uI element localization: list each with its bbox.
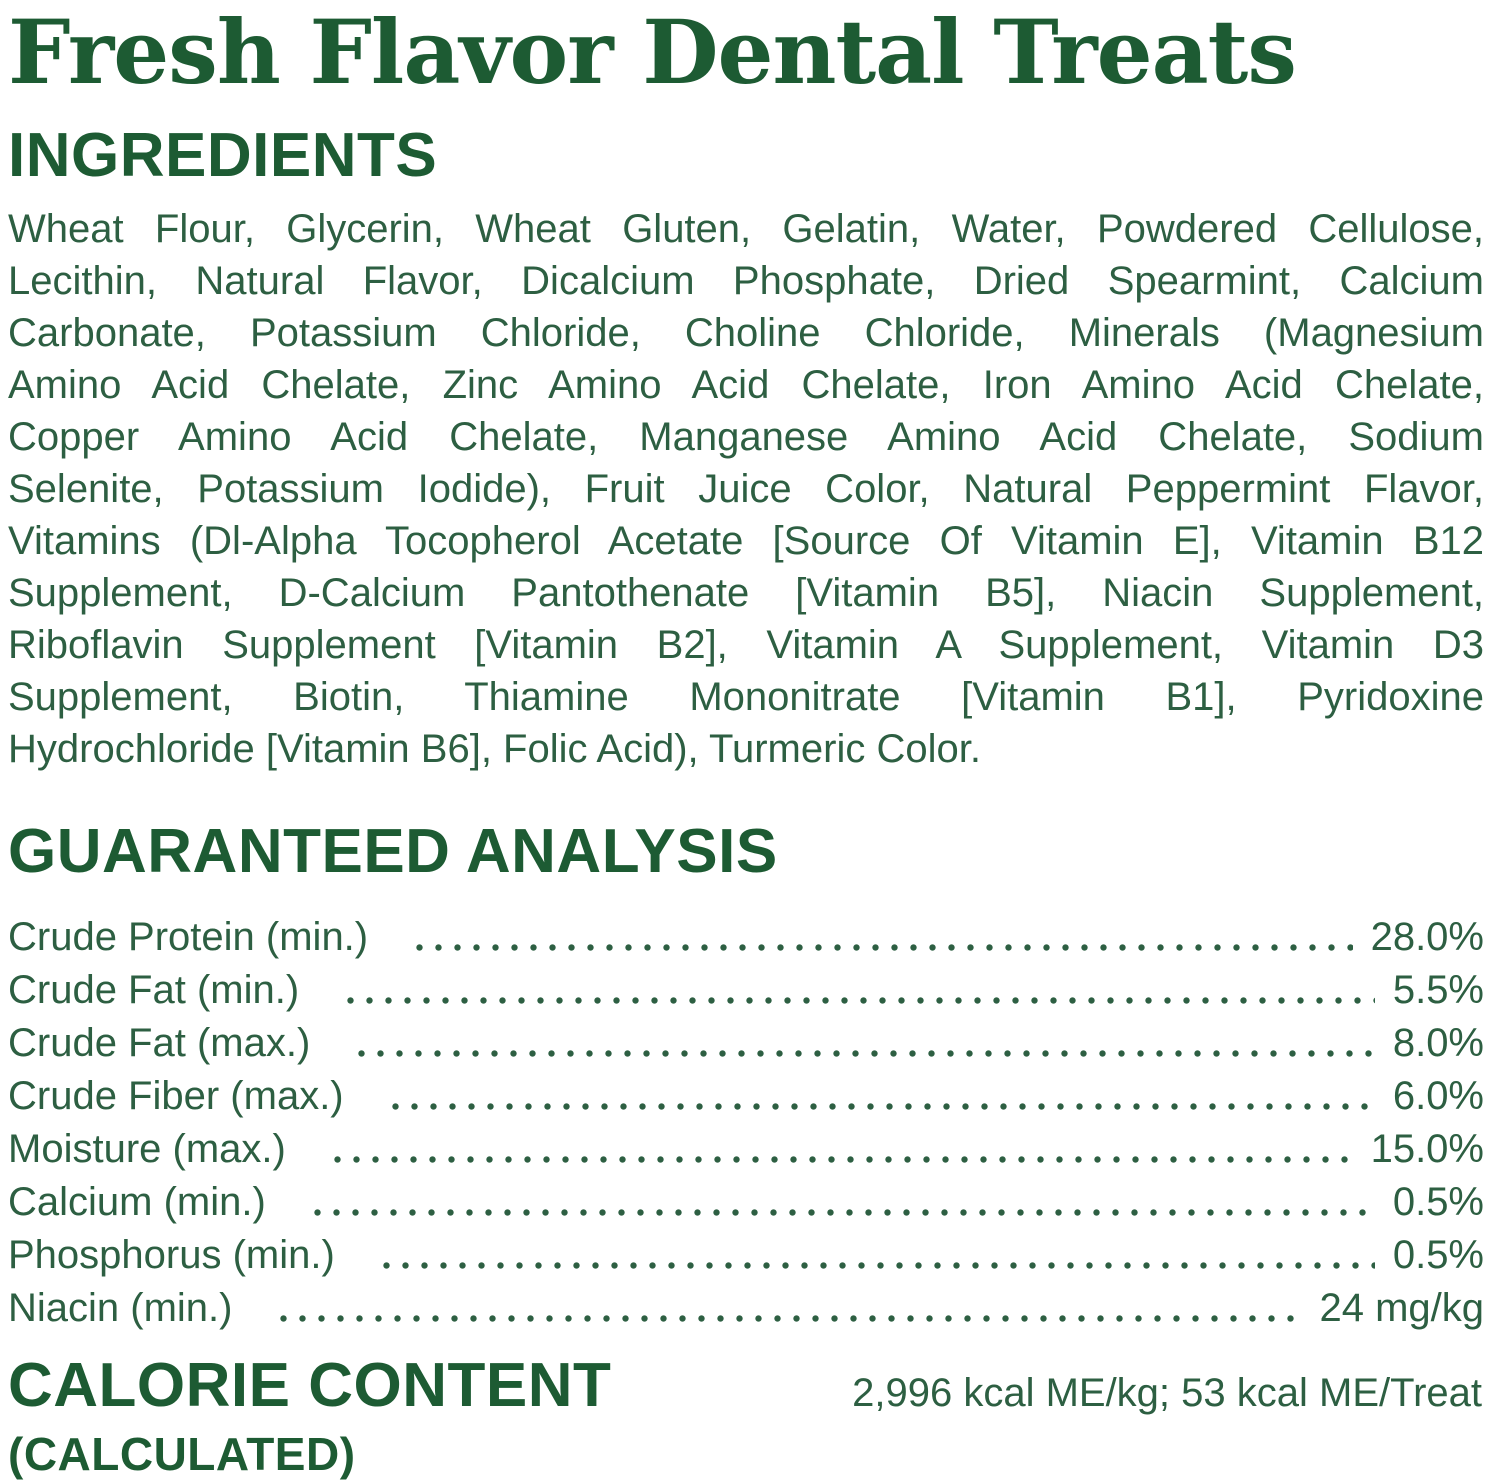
- dot-leader: [327, 1123, 1353, 1177]
- dot-leader: [376, 1229, 1375, 1283]
- calorie-content-subheading: (CALCULATED): [8, 1428, 356, 1481]
- calorie-content-block: CALORIE CONTENT (CALCULATED) 2,996 kcal …: [8, 1351, 1484, 1481]
- dot-leader: [274, 1282, 1302, 1336]
- analysis-value: 8.0%: [1392, 1021, 1484, 1066]
- analysis-value: 15.0%: [1370, 1127, 1484, 1172]
- analysis-row: Crude Fat (max.) 8.0%: [8, 1017, 1484, 1071]
- analysis-label: Niacin (min.): [8, 1286, 233, 1331]
- analysis-label: Crude Fat (min.): [8, 968, 300, 1013]
- dot-leader: [307, 1176, 1375, 1230]
- calorie-heading-group: CALORIE CONTENT (CALCULATED): [8, 1351, 612, 1481]
- analysis-row: Crude Protein (min.) 28.0%: [8, 911, 1484, 965]
- analysis-row: Crude Fat (min.) 5.5%: [8, 964, 1484, 1018]
- analysis-value: 5.5%: [1392, 968, 1484, 1013]
- analysis-label: Moisture (max.): [8, 1127, 286, 1172]
- analysis-row: Phosphorus (min.) 0.5%: [8, 1229, 1484, 1283]
- dot-leader: [352, 1017, 1375, 1071]
- ingredients-line: Vitamins (Dl-Alpha Tocopherol Acetate [S…: [8, 519, 1484, 564]
- ingredients-line: Copper Amino Acid Chelate, Manganese Ami…: [8, 415, 1484, 460]
- ingredients-line: Hydrochloride [Vitamin B6], Folic Acid),…: [8, 727, 981, 772]
- page-title: Fresh Flavor Dental Treats: [8, 0, 1297, 104]
- analysis-label: Crude Fiber (max.): [8, 1074, 344, 1119]
- analysis-label: Crude Protein (min.): [8, 915, 369, 960]
- analysis-row: Niacin (min.) 24 mg/kg: [8, 1282, 1484, 1336]
- ingredients-text: Wheat Flour, Glycerin, Wheat Gluten, Gel…: [8, 203, 1484, 775]
- guaranteed-analysis-heading: GUARANTEED ANALYSIS: [8, 817, 778, 887]
- analysis-label: Calcium (min.): [8, 1180, 266, 1225]
- ingredients-line: Amino Acid Chelate, Zinc Amino Acid Chel…: [8, 363, 1484, 408]
- ingredients-line: Selenite, Potassium Iodide), Fruit Juice…: [8, 467, 1484, 512]
- analysis-row: Moisture (max.) 15.0%: [8, 1123, 1484, 1177]
- guaranteed-analysis-table: Crude Protein (min.) 28.0% Crude Fat (min.…: [8, 911, 1484, 1336]
- ingredients-line: Riboflavin Supplement [Vitamin B2], Vita…: [8, 623, 1484, 668]
- ingredients-line: Lecithin, Natural Flavor, Dicalcium Phos…: [8, 259, 1484, 304]
- analysis-row: Crude Fiber (max.) 6.0%: [8, 1070, 1484, 1124]
- analysis-value: 0.5%: [1392, 1233, 1484, 1278]
- ingredients-heading: INGREDIENTS: [8, 121, 438, 191]
- analysis-label: Crude Fat (max.): [8, 1021, 311, 1066]
- analysis-value: 24 mg/kg: [1319, 1286, 1484, 1331]
- ingredients-line: Wheat Flour, Glycerin, Wheat Gluten, Gel…: [8, 207, 1484, 252]
- calorie-content-value: 2,996 kcal ME/kg; 53 kcal ME/Treat: [852, 1371, 1482, 1416]
- analysis-label: Phosphorus (min.): [8, 1233, 335, 1278]
- calorie-content-heading: CALORIE CONTENT: [8, 1351, 612, 1421]
- dot-leader: [410, 911, 1353, 965]
- analysis-value: 0.5%: [1392, 1180, 1484, 1225]
- analysis-value: 6.0%: [1392, 1074, 1484, 1119]
- analysis-row: Calcium (min.) 0.5%: [8, 1176, 1484, 1230]
- ingredients-line: Carbonate, Potassium Chloride, Choline C…: [8, 311, 1484, 356]
- analysis-value: 28.0%: [1370, 915, 1484, 960]
- ingredients-line: Supplement, Biotin, Thiamine Mononitrate…: [8, 675, 1484, 720]
- dot-leader: [385, 1070, 1375, 1124]
- dot-leader: [341, 964, 1375, 1018]
- ingredients-line: Supplement, D-Calcium Pantothenate [Vita…: [8, 571, 1484, 616]
